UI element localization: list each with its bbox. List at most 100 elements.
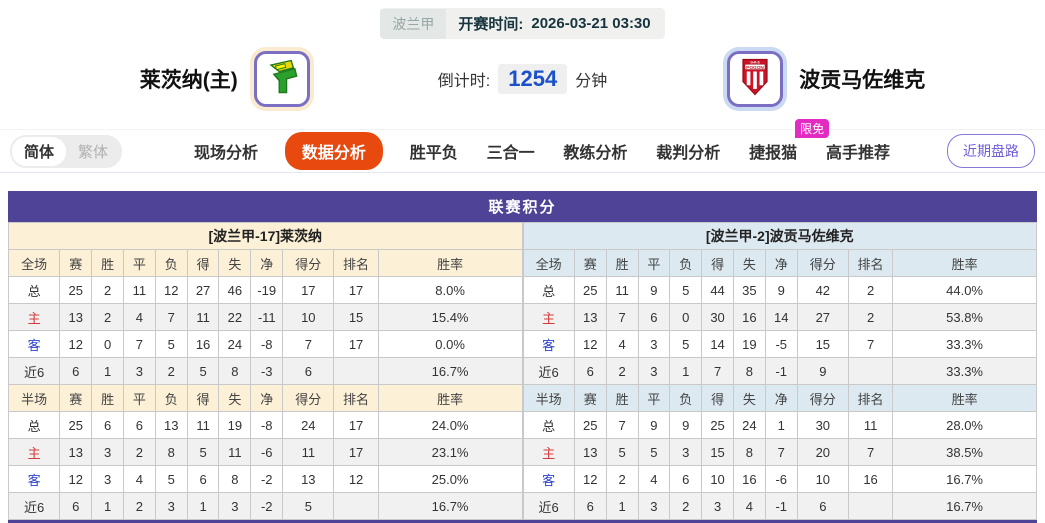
- home-table-subtitle: [波兰甲-17]莱茨纳: [8, 222, 523, 250]
- stat-cell: 0.0%: [377, 330, 523, 358]
- stat-cell: -1: [764, 492, 798, 520]
- lang-traditional[interactable]: 繁体: [78, 143, 109, 161]
- stat-cell: 11: [282, 438, 335, 466]
- stat-cell: 8: [732, 438, 766, 466]
- stat-cell: 25.0%: [377, 465, 523, 493]
- stat-cell: 2: [605, 465, 639, 493]
- stat-cell: 7: [847, 330, 894, 358]
- stat-cell: 24.0%: [377, 411, 523, 439]
- tab-referee-analysis[interactable]: 裁判分析: [656, 145, 721, 162]
- stat-cell: -8: [250, 330, 284, 358]
- column-header: 排名: [333, 249, 379, 277]
- team-subtitle-row: [波兰甲-2]波贡马佐维克: [522, 222, 1037, 250]
- stat-cell: 2: [91, 276, 124, 304]
- column-header: 失: [218, 384, 252, 412]
- stats-row: 主 13 3 2 8 5 11 -6 11 17 23.1%: [7, 438, 523, 466]
- stat-cell: 3: [669, 438, 703, 466]
- stat-cell: 25: [701, 411, 734, 439]
- stat-cell: 6: [282, 357, 335, 385]
- stat-cell: -6: [250, 438, 284, 466]
- column-header-row: 全场赛胜平负得失净得分 排名 胜率: [7, 249, 523, 277]
- stat-cell: 19: [218, 411, 252, 439]
- stat-cell: 11: [123, 276, 156, 304]
- stat-cell: 12: [573, 465, 607, 493]
- stat-cell: 3: [637, 492, 671, 520]
- column-header: 平: [637, 249, 671, 277]
- stat-cell: 16.7%: [892, 465, 1037, 493]
- recent-handicap-button[interactable]: 近期盘路: [947, 134, 1035, 168]
- stat-cell: 7: [605, 411, 639, 439]
- stat-cell: 5: [637, 438, 671, 466]
- stat-cell: 6: [123, 411, 156, 439]
- stat-cell: 25: [573, 276, 607, 304]
- column-header: 得: [186, 384, 220, 412]
- stat-cell: 1: [669, 357, 703, 385]
- column-header: 失: [732, 384, 766, 412]
- stat-cell: -3: [250, 357, 284, 385]
- stat-cell: 25: [573, 411, 607, 439]
- stat-cell: 5: [669, 276, 703, 304]
- stat-cell: 12: [154, 276, 188, 304]
- column-header: 排名: [333, 384, 379, 412]
- stat-cell: 14: [764, 303, 798, 331]
- stats-row: 总 25 11 9 5 44 35 9 42 2 44.0%: [522, 276, 1037, 304]
- countdown-unit: 分钟: [575, 73, 608, 90]
- tab-jiebao-cat-label: 捷报猫: [749, 145, 798, 162]
- stat-cell: -5: [764, 330, 798, 358]
- kickoff-label: 开赛时间:: [458, 16, 524, 33]
- row-label: 主: [7, 303, 61, 331]
- column-header: 净: [250, 384, 284, 412]
- stat-cell: 6: [669, 465, 703, 493]
- stats-row: 近6 6 1 3 2 3 4 -1 6 16.7%: [522, 492, 1037, 520]
- row-label: 客: [522, 330, 575, 358]
- home-team-badge-icon: [260, 55, 304, 104]
- free-badge: 限免: [795, 119, 830, 138]
- column-header: 平: [123, 384, 156, 412]
- stat-cell: 1: [186, 492, 220, 520]
- tab-win-draw-lose[interactable]: 胜平负: [409, 145, 458, 162]
- stats-row: 总 25 2 11 12 27 46 -19 17 17 8.0%: [7, 276, 523, 304]
- stat-cell: 2: [91, 303, 124, 331]
- stat-cell: 12: [573, 330, 607, 358]
- tab-data-analysis[interactable]: 数据分析: [284, 132, 383, 170]
- column-header-row: 半场赛胜平负得失净得分 排名 胜率: [522, 384, 1037, 412]
- column-header: 胜: [605, 249, 639, 277]
- column-header: 赛: [573, 249, 607, 277]
- stat-cell: 1: [91, 357, 124, 385]
- stat-cell: 38.5%: [892, 438, 1037, 466]
- stat-cell: 35: [732, 276, 766, 304]
- stat-cell: 7: [605, 303, 639, 331]
- stat-cell: -19: [250, 276, 284, 304]
- column-header: 赛: [59, 249, 93, 277]
- stat-cell: 27: [796, 303, 849, 331]
- stat-cell: 7: [123, 330, 156, 358]
- stats-row: 主 13 5 5 3 15 8 7 20 7 38.5%: [522, 438, 1037, 466]
- column-header: 净: [764, 249, 798, 277]
- column-header: 赛: [573, 384, 607, 412]
- stat-cell: -1: [764, 357, 798, 385]
- stat-cell: 7: [154, 303, 188, 331]
- column-header: 失: [218, 249, 252, 277]
- stat-cell: 12: [59, 465, 93, 493]
- tab-expert-picks[interactable]: 高手推荐: [825, 145, 890, 162]
- tab-coach-analysis[interactable]: 教练分析: [563, 145, 628, 162]
- stat-cell: 17: [333, 411, 379, 439]
- stat-cell: 6: [59, 492, 93, 520]
- stat-cell: -6: [764, 465, 798, 493]
- lang-simplified[interactable]: 简体: [12, 136, 67, 166]
- stat-cell: 23.1%: [377, 438, 523, 466]
- svg-text:G-K-S: G-K-S: [751, 60, 761, 64]
- tab-jiebao-cat[interactable]: 捷报猫 限免: [747, 119, 830, 169]
- stat-cell: 42: [796, 276, 849, 304]
- stat-cell: 25: [59, 276, 93, 304]
- stat-cell: 9: [764, 276, 798, 304]
- stat-cell: 7: [282, 330, 335, 358]
- stat-cell: 3: [154, 492, 188, 520]
- stat-cell: 6: [59, 357, 93, 385]
- stat-cell: 17: [282, 276, 335, 304]
- tab-live-analysis[interactable]: 现场分析: [194, 145, 259, 162]
- stat-cell: [847, 492, 894, 520]
- stat-cell: -2: [250, 465, 284, 493]
- column-header: 排名: [847, 384, 894, 412]
- tab-three-in-one[interactable]: 三合一: [486, 145, 535, 162]
